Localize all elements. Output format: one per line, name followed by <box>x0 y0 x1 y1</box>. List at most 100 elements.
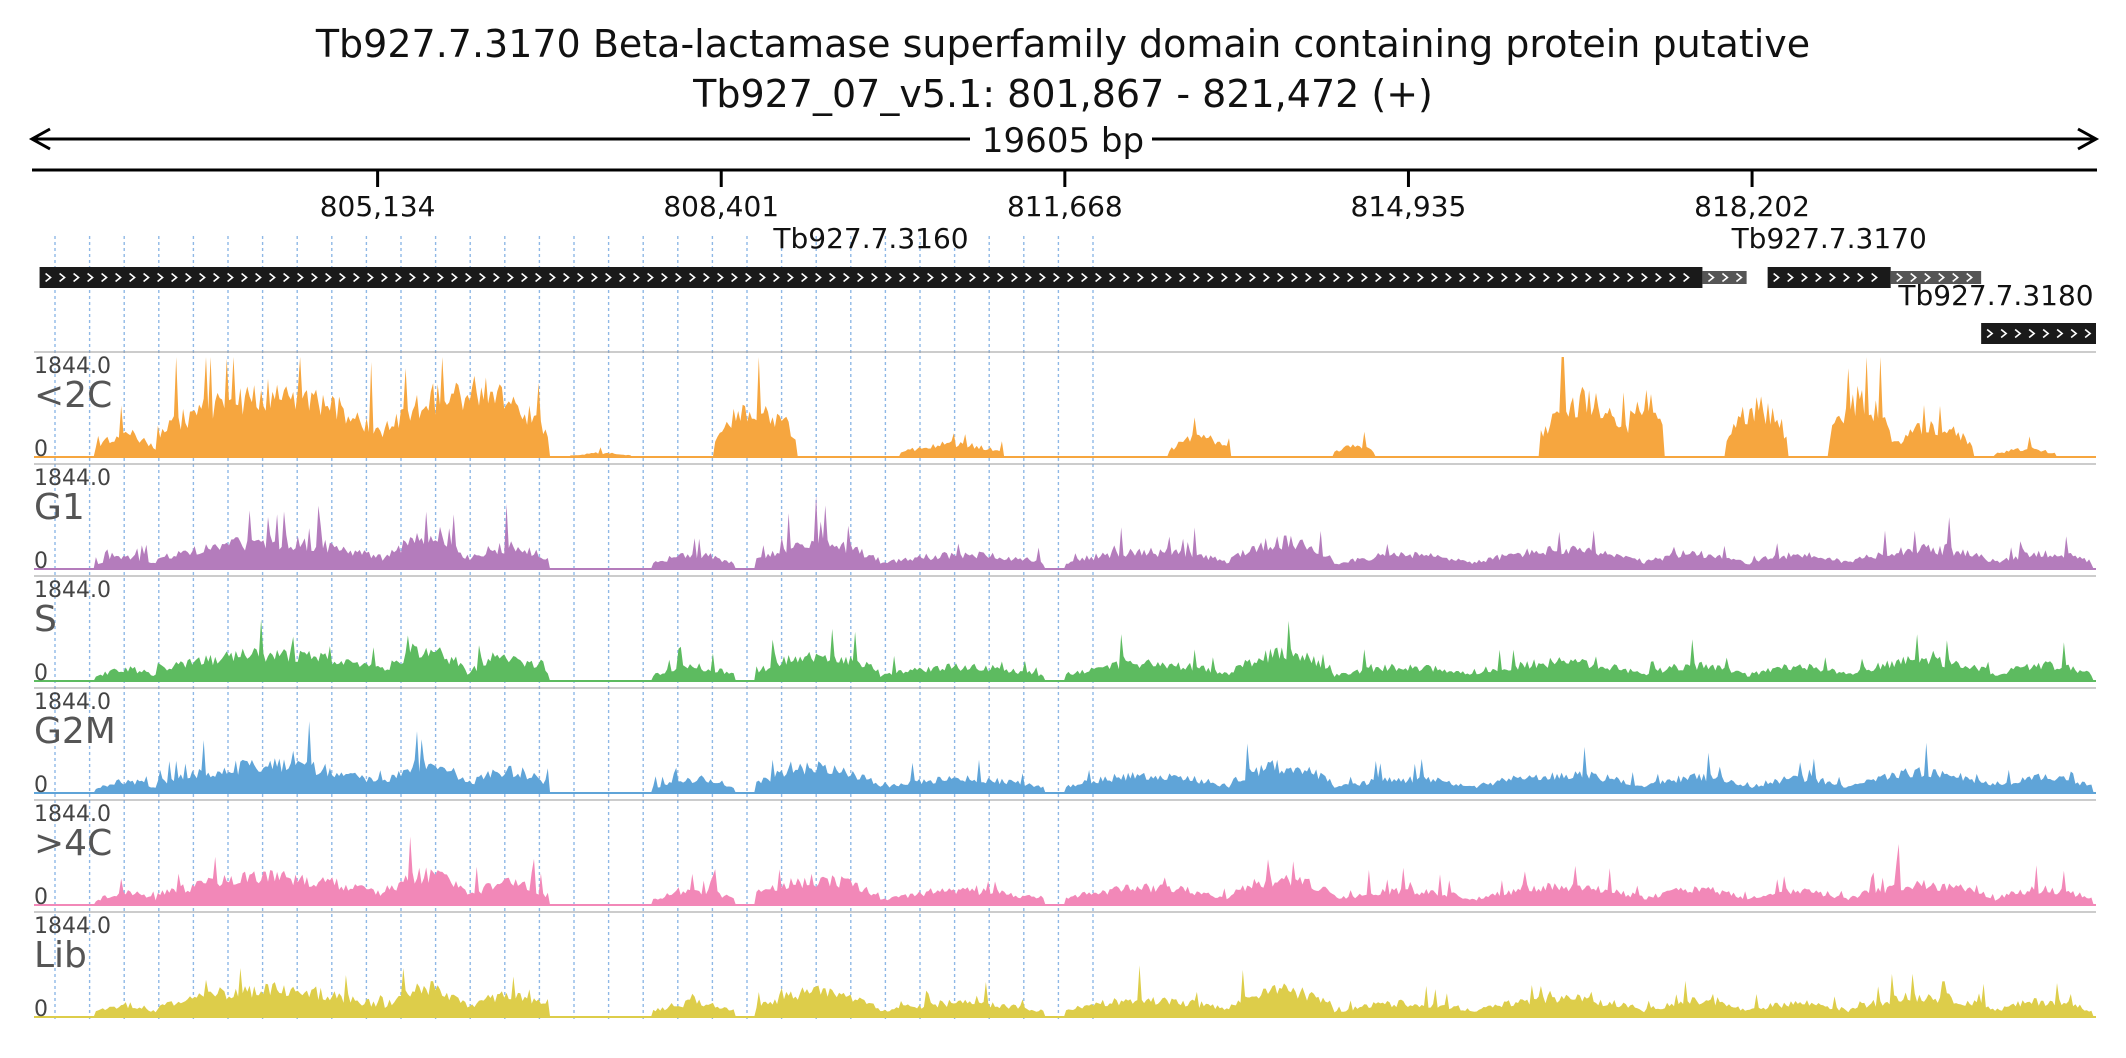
track-ymax-label: 1844.0 <box>34 914 111 939</box>
strand-arrow-icon <box>1721 272 1729 283</box>
strand-arrow-icon <box>1501 272 1508 283</box>
coverage-track: 1844.0>4C 0 <box>34 799 2096 910</box>
strand-arrow-icon <box>731 272 738 283</box>
strand-arrow-icon <box>87 272 94 283</box>
strand-arrow-icon <box>1515 272 1522 283</box>
strand-arrow-icon <box>1938 272 1945 283</box>
strand-arrow-icon <box>1707 272 1715 283</box>
x-tick-label: 811,668 <box>1007 190 1123 223</box>
gene-cds <box>1981 323 2096 344</box>
strand-arrow-icon <box>1557 272 1564 283</box>
strand-arrow-icon <box>1599 272 1606 283</box>
strand-arrow-icon <box>857 272 864 283</box>
strand-arrow-icon <box>1871 272 1878 283</box>
strand-arrow-icon <box>843 272 850 283</box>
strand-arrow-icon <box>1529 272 1536 283</box>
strand-arrow-icon <box>1735 272 1743 283</box>
strand-arrow-icon <box>969 272 976 283</box>
strand-arrow-icon <box>1165 272 1172 283</box>
track-ymin-label: 0 <box>34 997 48 1022</box>
strand-arrow-icon <box>1655 272 1662 283</box>
strand-arrow-icon <box>829 272 836 283</box>
strand-arrow-icon <box>773 272 780 283</box>
strand-arrow-icon <box>1081 272 1088 283</box>
strand-arrow-icon <box>983 272 990 283</box>
gene-cds <box>39 267 1703 288</box>
chart-title: Tb927.7.3170 Beta-lactamase superfamily … <box>315 22 1810 66</box>
strand-arrow-icon <box>1123 272 1130 283</box>
strand-arrow-icon <box>171 272 178 283</box>
strand-arrow-icon <box>143 272 150 283</box>
strand-arrow-icon <box>2070 328 2078 339</box>
gene-feature: Tb927.7.3160 <box>39 222 1747 288</box>
strand-arrow-icon <box>619 272 626 283</box>
strand-arrow-icon <box>381 272 388 283</box>
strand-arrow-icon <box>1459 272 1466 283</box>
strand-arrow-icon <box>1333 272 1340 283</box>
track-ymax-label: 1844.0 <box>34 354 111 379</box>
coverage-area <box>34 495 2096 569</box>
gene-track: Tb927.7.3160 Tb927.7.3170 Tb927.7.3180 <box>39 222 2096 344</box>
track-ymin-label: 0 <box>34 661 48 686</box>
strand-arrow-icon <box>815 272 822 283</box>
strand-arrow-icon <box>1263 272 1270 283</box>
track-name: S <box>34 599 57 640</box>
gene-utr <box>1702 271 1747 284</box>
strand-arrow-icon <box>521 272 528 283</box>
strand-arrow-icon <box>409 272 416 283</box>
strand-arrow-icon <box>297 272 304 283</box>
gene-feature: Tb927.7.3170 <box>1731 222 1982 288</box>
strand-arrow-icon <box>255 272 262 283</box>
x-tick-label: 805,134 <box>320 190 436 223</box>
strand-arrow-icon <box>451 272 458 283</box>
gene-label: Tb927.7.3180 <box>1897 279 2093 312</box>
gene-label: Tb927.7.3160 <box>772 222 968 255</box>
track-ymax-label: 1844.0 <box>34 578 111 603</box>
coverage-track: 1844.0G1 0 <box>34 463 2096 574</box>
x-axis: 805,134 808,401 811,668 814,935 818,202 <box>32 168 2097 223</box>
strand-arrow-icon <box>1417 272 1424 283</box>
strand-arrow-icon <box>2056 328 2064 339</box>
strand-arrow-icon <box>1193 272 1200 283</box>
strand-arrow-icon <box>1305 272 1312 283</box>
track-ymin-label: 0 <box>34 437 48 462</box>
strand-arrow-icon <box>1773 272 1780 283</box>
track-name: <2C <box>34 375 112 416</box>
strand-arrow-icon <box>353 272 360 283</box>
strand-arrow-icon <box>1389 272 1396 283</box>
strand-arrow-icon <box>1361 272 1368 283</box>
strand-arrow-icon <box>1924 272 1931 283</box>
strand-arrow-icon <box>1829 272 1836 283</box>
strand-arrow-icon <box>1011 272 1018 283</box>
strand-arrow-icon <box>633 272 640 283</box>
strand-arrow-icon <box>1966 272 1973 283</box>
x-tick-label: 818,202 <box>1694 190 1810 223</box>
gene-utr <box>1890 271 1982 284</box>
strand-arrow-icon <box>1347 272 1354 283</box>
strand-arrow-icon <box>339 272 346 283</box>
arrow-left-icon <box>28 127 51 151</box>
strand-arrow-icon <box>1319 272 1326 283</box>
strand-arrow-icon <box>1627 272 1634 283</box>
strand-arrow-icon <box>1683 272 1690 283</box>
strand-arrow-icon <box>1815 272 1822 283</box>
strand-arrow-icon <box>955 272 962 283</box>
x-tick-label: 814,935 <box>1351 190 1467 223</box>
strand-arrow-icon <box>927 272 934 283</box>
gene-label: Tb927.7.3170 <box>1731 222 1927 255</box>
strand-arrow-icon <box>1053 272 1060 283</box>
strand-arrow-icon <box>1249 272 1256 283</box>
strand-arrow-icon <box>1445 272 1452 283</box>
strand-arrow-icon <box>213 272 220 283</box>
strand-arrow-icon <box>1641 272 1648 283</box>
strand-arrow-icon <box>1787 272 1794 283</box>
strand-arrow-icon <box>493 272 500 283</box>
strand-arrow-icon <box>1207 272 1214 283</box>
strand-arrow-icon <box>465 272 472 283</box>
strand-arrow-icon <box>1585 272 1592 283</box>
strand-arrow-icon <box>1952 272 1959 283</box>
strand-arrow-icon <box>1095 272 1102 283</box>
strand-arrow-icon <box>1067 272 1074 283</box>
strand-arrow-icon <box>1137 272 1144 283</box>
